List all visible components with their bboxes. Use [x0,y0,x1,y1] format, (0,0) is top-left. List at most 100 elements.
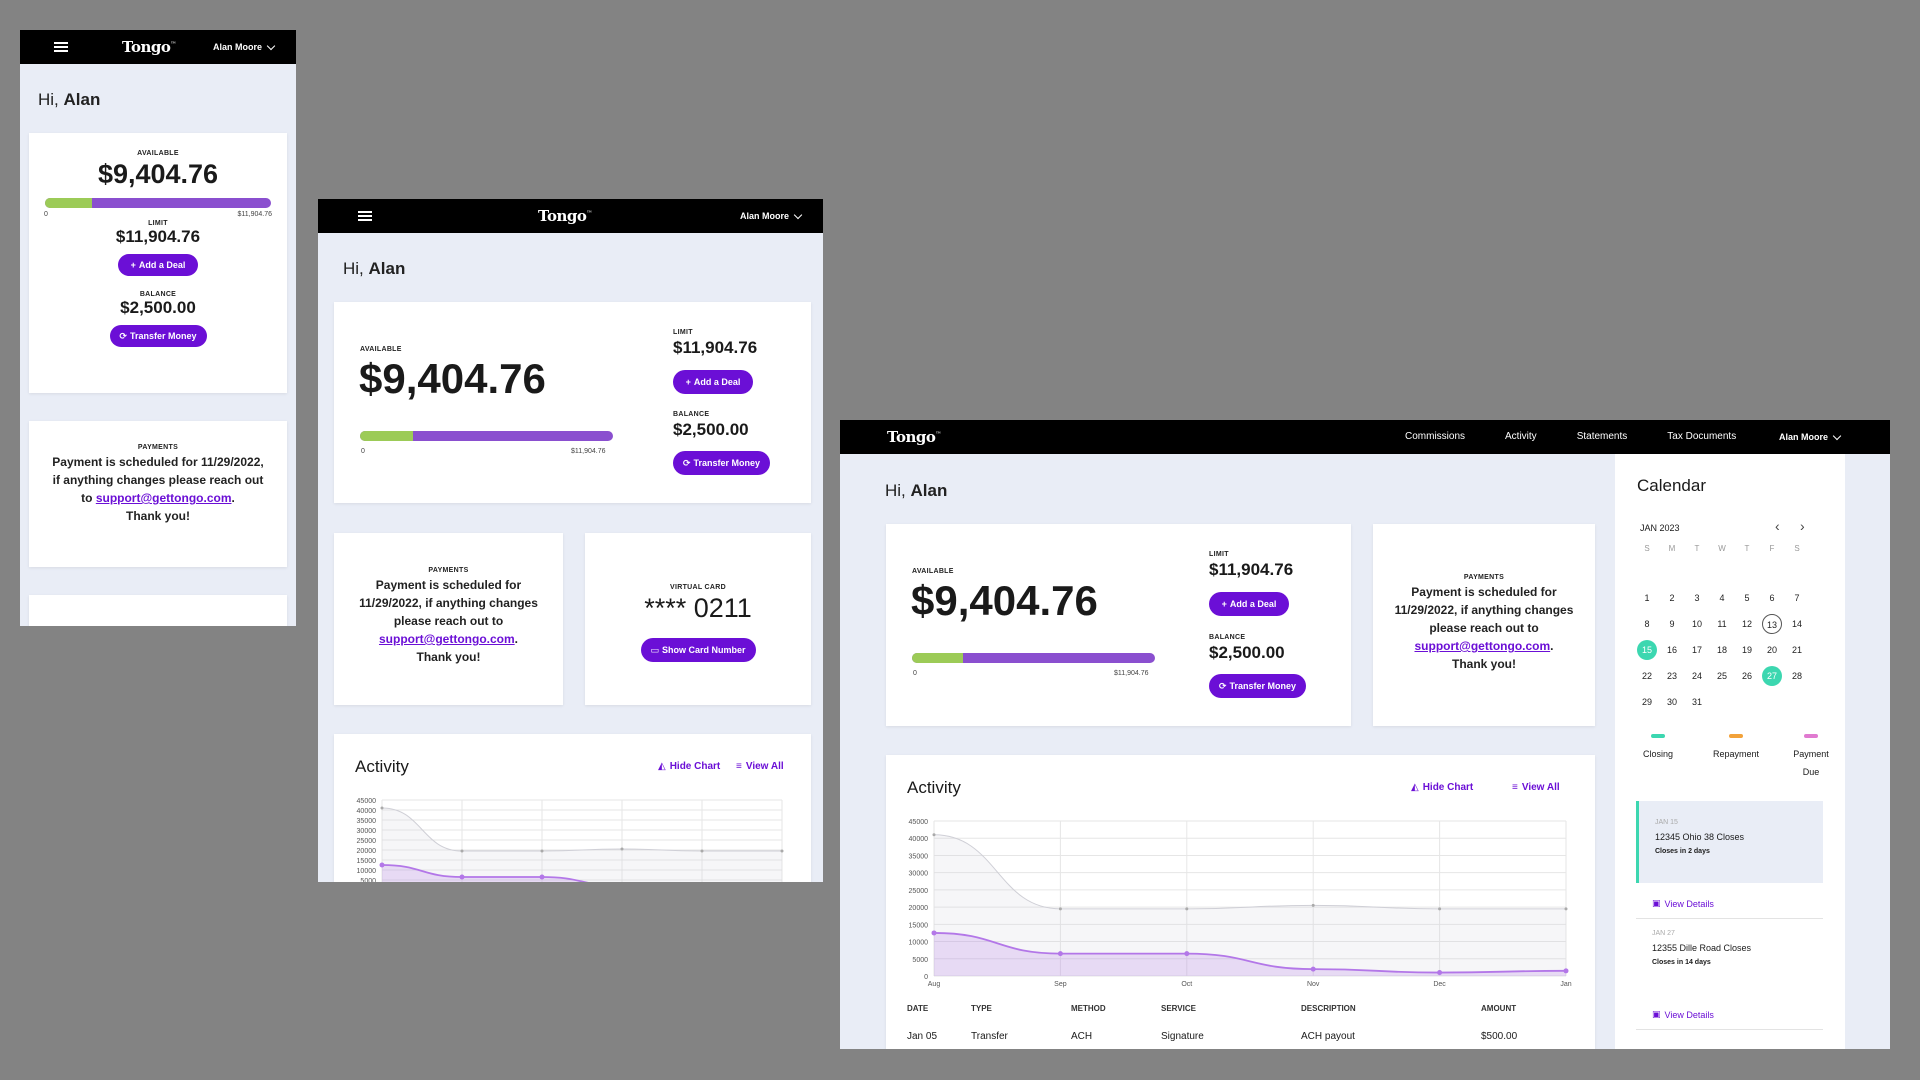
x-tick-label: Nov [1307,981,1320,988]
user-name: Alan Moore [739,211,789,221]
calendar-day[interactable]: 20 [1766,645,1777,655]
calendar-day[interactable]: 11 [1717,619,1727,629]
data-point[interactable] [459,874,465,880]
calendar-day[interactable]: 9 [1669,619,1675,629]
view-details-link[interactable]: ▣ View Details [1652,898,1714,909]
y-tick-label: 25000 [909,888,929,895]
progress-min: 0 [361,448,365,455]
data-point[interactable] [1311,903,1315,907]
calendar-day[interactable]: 15 [1637,640,1657,660]
data-point[interactable] [780,849,784,853]
chevron-right-icon[interactable]: › [1800,518,1805,534]
data-point[interactable] [620,847,624,851]
data-point[interactable] [1058,907,1062,911]
calendar-day[interactable]: 25 [1716,671,1727,681]
data-point[interactable] [931,930,937,936]
calendar-day[interactable]: 18 [1716,645,1727,655]
calendar-day[interactable]: 7 [1794,593,1800,603]
menu-icon[interactable] [358,211,372,221]
calendar-day[interactable]: 29 [1641,697,1652,707]
legend-swatch [1651,734,1665,738]
calendar-day[interactable]: 6 [1769,593,1775,603]
calendar-day[interactable]: 2 [1669,593,1675,603]
hide-chart-button[interactable]: ◭ Hide Chart [658,761,721,772]
virtual-card-number: **** 0211 [644,593,752,623]
user-menu[interactable]: Alan Moore [1779,431,1842,442]
column-header: SERVICE [1161,1003,1196,1013]
nav-statements[interactable]: Statements [1576,431,1628,442]
calendar-day[interactable]: 13 [1762,614,1782,634]
table-row[interactable]: Jan 05 Transfer ACH Signature ACH payout… [907,1016,1547,1049]
calendar-day[interactable]: 26 [1741,671,1752,681]
activity-chart: 45000 40000 35000 30000 25000 20000 15000 10000… [357,798,784,882]
transfer-money-button[interactable]: ⟳ Transfer Money [109,325,207,347]
nav-commissions[interactable]: Commissions [1405,431,1466,442]
data-point[interactable] [379,862,385,868]
data-point[interactable] [1438,907,1442,911]
calendar-day[interactable]: 30 [1666,697,1677,707]
data-point[interactable] [539,874,545,880]
calendar-event[interactable]: JAN 15 12345 Ohio 38 Closes Closes in 2 … [1636,801,1823,883]
data-point[interactable] [1185,907,1189,911]
calendar-day[interactable]: 24 [1691,671,1702,681]
add-deal-button[interactable]: + Add a Deal [118,254,198,276]
calendar-day[interactable]: 10 [1691,619,1702,629]
data-point[interactable] [460,849,464,853]
transfer-money-button[interactable]: ⟳ Transfer Money [1209,674,1306,698]
data-point[interactable] [1437,970,1443,976]
weekday-label: T [1744,544,1750,553]
view-all-button[interactable]: ≡ View All [736,761,784,772]
calendar-day[interactable]: 5 [1744,593,1750,603]
activity-card: Activity ◭ Hide Chart ≡ View All 45000 4000… [886,755,1595,1049]
balance-card: AVAILABLE $9,404.76 0 $11,904.76 LIMIT $… [29,133,287,393]
x-tick-label: Sep [1054,981,1067,988]
nav-activity[interactable]: Activity [1505,431,1537,442]
data-point[interactable] [1563,968,1569,974]
menu-icon[interactable] [54,42,68,52]
calendar-day[interactable]: 16 [1666,645,1677,655]
add-deal-button[interactable]: + Add a Deal [673,370,753,394]
calendar-day[interactable]: 27 [1762,666,1782,686]
add-deal-button[interactable]: + Add a Deal [1209,592,1289,616]
calendar-day[interactable]: 12 [1741,619,1752,629]
view-details-link[interactable]: ▣ View Details [1652,1009,1714,1020]
data-point[interactable] [540,849,544,853]
data-point[interactable] [380,806,384,810]
calendar-day[interactable]: 28 [1791,671,1802,681]
view-all-button[interactable]: ≡ View All [1512,782,1560,793]
nav-tax-documents[interactable]: Tax Documents [1667,431,1737,442]
calendar-day[interactable]: 14 [1791,619,1802,629]
calendar-day[interactable]: 21 [1791,645,1802,655]
calendar-day[interactable]: 17 [1691,645,1702,655]
data-point[interactable] [1564,907,1568,911]
show-card-number-button[interactable]: ▭ Show Card Number [640,638,756,662]
balance-label: BALANCE [673,411,710,418]
divider [1636,1029,1823,1030]
chevron-left-icon[interactable]: ‹ [1775,518,1780,534]
calendar-event[interactable]: JAN 27 12355 Dille Road Closes Closes in… [1652,930,1751,966]
support-email-link[interactable]: support@gettongo.com [95,491,232,505]
calendar-day[interactable]: 4 [1719,593,1725,603]
user-menu[interactable]: Alan Moore [739,210,803,221]
calendar-day[interactable]: 31 [1691,697,1702,707]
calendar-day[interactable]: 1 [1644,593,1650,603]
calendar-day[interactable]: 22 [1641,671,1652,681]
support-email-link[interactable]: support@gettongo.com [1414,639,1551,653]
calendar-day[interactable]: 19 [1741,645,1752,655]
greeting: Hi, Alan [38,90,101,109]
transfer-money-button[interactable]: ⟳ Transfer Money [673,451,770,475]
brand-logo: Tongo™ [538,207,592,225]
calendar-day[interactable]: 3 [1694,593,1700,603]
data-point[interactable] [1184,951,1190,957]
data-point[interactable] [700,849,704,853]
y-tick-label: 45000 [909,819,929,826]
data-point[interactable] [932,833,936,837]
calendar-day[interactable]: 8 [1644,619,1650,629]
user-menu[interactable]: Alan Moore [213,41,276,52]
progress-fill [360,431,414,441]
calendar-day[interactable]: 23 [1666,671,1677,681]
hide-chart-button[interactable]: ◭ Hide Chart [1411,782,1474,793]
data-point[interactable] [1057,951,1063,957]
support-email-link[interactable]: support@gettongo.com [378,632,515,646]
data-point[interactable] [1310,966,1316,972]
